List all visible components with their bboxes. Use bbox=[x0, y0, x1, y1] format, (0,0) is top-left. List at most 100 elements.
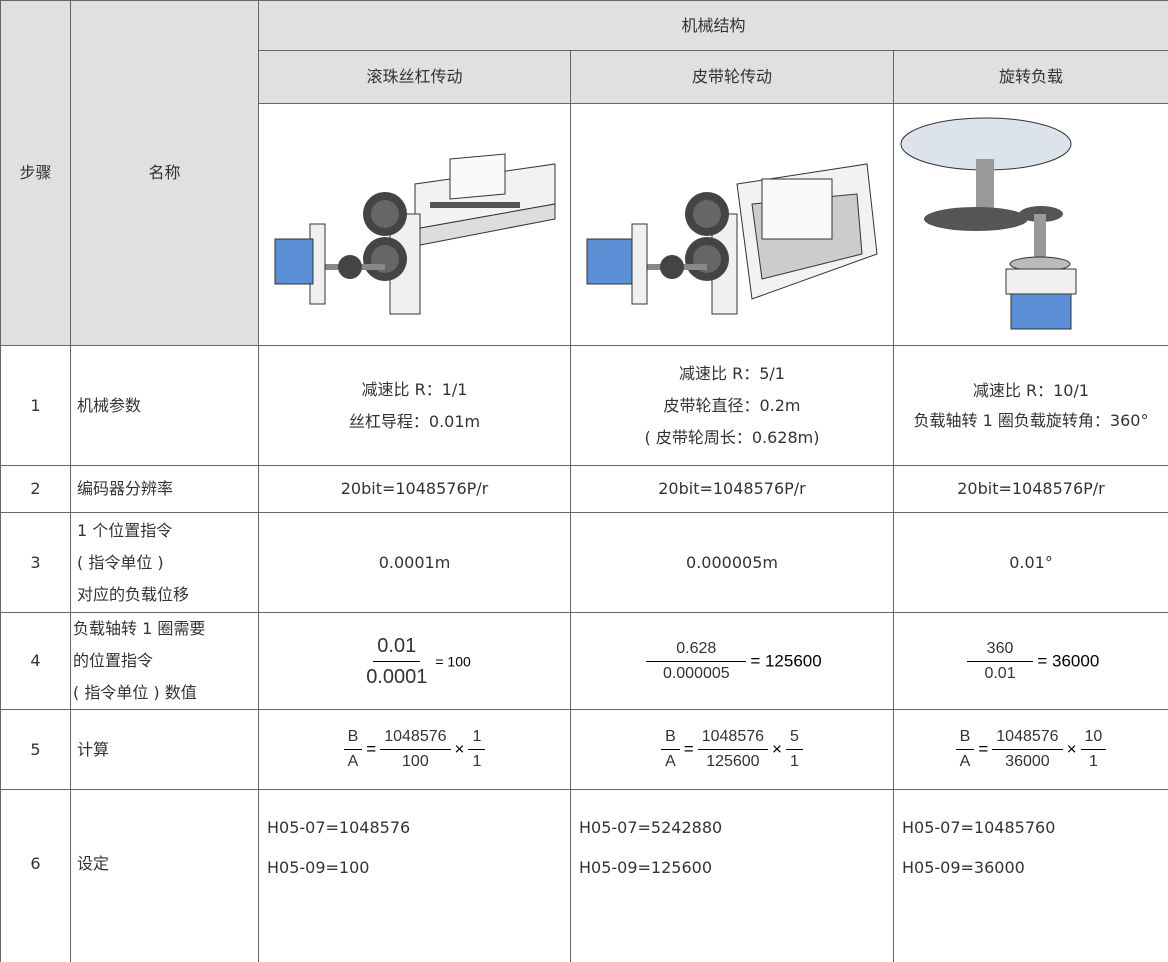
text: 机械参数 bbox=[77, 395, 142, 415]
step-cell: 3 bbox=[0, 512, 71, 613]
step-cell: 6 bbox=[0, 789, 71, 962]
denominator: 0.0001 bbox=[366, 665, 428, 688]
denominator: A bbox=[959, 753, 971, 770]
text: 编码器分辨率 bbox=[77, 479, 174, 498]
image-cell bbox=[570, 103, 894, 346]
step-cell: 4 bbox=[0, 612, 71, 710]
step-cell: 1 bbox=[0, 345, 71, 466]
fraction-cell: 360 0.01 = 36000 bbox=[893, 612, 1168, 710]
cell: 减速比 R：10/1 负载轴转 1 圈负载旋转角：360° bbox=[893, 345, 1168, 466]
text: H05-07=1048576 bbox=[267, 818, 411, 837]
image-cell bbox=[258, 103, 571, 346]
cell: 减速比 R：1/1 丝杠导程：0.01m bbox=[258, 345, 571, 466]
fraction: 0.01 0.0001 bbox=[362, 631, 431, 692]
formula-cell: B A = 1048576 125600 × 5 1 bbox=[570, 709, 894, 790]
name-cell: 负载轴转 1 圈需要 的位置指令 ( 指令单位 ) 数值 bbox=[70, 612, 259, 710]
operator: × bbox=[1066, 739, 1077, 759]
name-cell: 1 个位置指令 ( 指令单位 ) 对应的负载位移 bbox=[70, 512, 259, 613]
text: 1 个位置指令 bbox=[77, 520, 173, 540]
fraction: 10 1 bbox=[1080, 725, 1107, 774]
denominator: 1 bbox=[789, 753, 799, 770]
formula-cell: B A = 1048576 36000 × 10 1 bbox=[893, 709, 1168, 790]
text: H05-07=10485760 bbox=[902, 818, 1056, 837]
fraction: 1048576 36000 bbox=[992, 725, 1063, 774]
step-header: 步骤 bbox=[0, 0, 71, 346]
text: 0.01° bbox=[1009, 552, 1053, 572]
step-cell: 2 bbox=[0, 465, 71, 513]
text: 减速比 R：5/1 bbox=[679, 363, 785, 383]
cell: 0.000005m bbox=[570, 512, 894, 613]
denominator: A bbox=[665, 753, 676, 770]
numerator: 5 bbox=[785, 725, 803, 750]
cell: H05-07=10485760 H05-09=36000 bbox=[893, 789, 1168, 962]
text: 减速比 R：1/1 bbox=[361, 379, 468, 399]
text: 0.0001m bbox=[378, 552, 451, 572]
denominator: 100 bbox=[402, 753, 429, 770]
denominator: 36000 bbox=[1005, 753, 1050, 770]
numerator: 360 bbox=[966, 637, 1034, 662]
text: 20bit=1048576P/r bbox=[340, 479, 489, 498]
text: H05-07=5242880 bbox=[579, 818, 723, 837]
cell: 20bit=1048576P/r bbox=[570, 465, 894, 513]
text: 计算 bbox=[77, 739, 110, 759]
fraction: 1048576 100 bbox=[380, 725, 451, 774]
text: 对应的负载位移 bbox=[77, 584, 190, 604]
ball-screw-illustration bbox=[274, 153, 555, 315]
text: ( 指令单位 ) 数值 bbox=[73, 683, 197, 702]
cell: 0.01° bbox=[893, 512, 1168, 613]
cell: 0.0001m bbox=[258, 512, 571, 613]
formula-cell: B A = 1048576 100 × 1 1 bbox=[258, 709, 571, 790]
image-cell bbox=[893, 103, 1168, 346]
text: 负载轴转 1 圈需要 bbox=[73, 619, 206, 638]
name-cell: 编码器分辨率 bbox=[70, 465, 259, 513]
result: = 125600 bbox=[750, 651, 822, 670]
operator: = bbox=[366, 739, 377, 759]
denominator: 125600 bbox=[706, 753, 760, 770]
rotary-load-illustration bbox=[900, 117, 1077, 330]
numerator: 0.628 bbox=[646, 637, 747, 662]
cell: 减速比 R：5/1 皮带轮直径：0.2m ( 皮带轮周长：0.628m) bbox=[570, 345, 894, 466]
text: H05-09=125600 bbox=[579, 858, 713, 877]
text: H05-09=100 bbox=[267, 858, 370, 877]
group-header: 机械结构 bbox=[258, 0, 1168, 51]
denominator: 0.000005 bbox=[662, 664, 730, 682]
cell: 20bit=1048576P/r bbox=[893, 465, 1168, 513]
fraction: 360 0.01 bbox=[966, 637, 1034, 686]
column-header: 滚珠丝杠传动 bbox=[258, 50, 571, 104]
cell: H05-07=5242880 H05-09=125600 bbox=[570, 789, 894, 962]
numerator: 1048576 bbox=[992, 725, 1063, 750]
name-header: 名称 bbox=[70, 0, 259, 346]
text: ( 指令单位 ) bbox=[77, 552, 164, 572]
text: ( 皮带轮周长：0.628m) bbox=[644, 427, 820, 447]
text: 的位置指令 bbox=[73, 651, 154, 670]
name-cell: 设定 bbox=[70, 789, 259, 962]
text: 负载轴转 1 圈负载旋转角：360° bbox=[913, 410, 1149, 430]
operator: = bbox=[683, 739, 694, 759]
numerator: B bbox=[343, 725, 363, 750]
fraction: 1048576 125600 bbox=[697, 725, 769, 774]
result: = 36000 bbox=[1037, 651, 1100, 670]
cell: H05-07=1048576 H05-09=100 bbox=[258, 789, 571, 962]
numerator: 1 bbox=[468, 725, 486, 750]
text: 丝杠导程：0.01m bbox=[348, 411, 481, 431]
name-cell: 机械参数 bbox=[70, 345, 259, 466]
operator: × bbox=[454, 739, 465, 759]
denominator: A bbox=[347, 753, 359, 770]
text: 20bit=1048576P/r bbox=[658, 479, 806, 498]
text: 0.000005m bbox=[686, 552, 778, 572]
belt-pulley-illustration bbox=[586, 163, 878, 315]
cell: 20bit=1048576P/r bbox=[258, 465, 571, 513]
column-header: 皮带轮传动 bbox=[570, 50, 894, 104]
column-header: 旋转负载 bbox=[893, 50, 1168, 104]
operator: × bbox=[772, 739, 782, 759]
text: 皮带轮直径：0.2m bbox=[663, 395, 801, 415]
numerator: 1048576 bbox=[697, 725, 769, 750]
numerator: B bbox=[955, 725, 975, 750]
text: H05-09=36000 bbox=[902, 858, 1025, 877]
